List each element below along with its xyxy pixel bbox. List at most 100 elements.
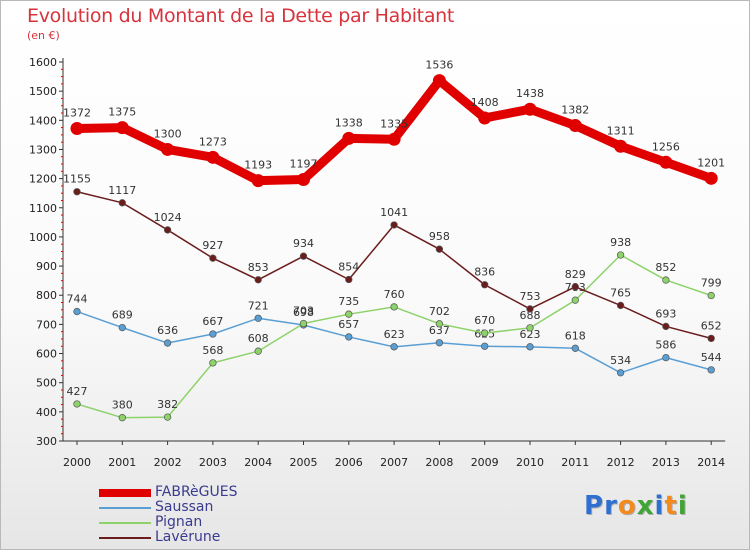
data-point — [568, 119, 582, 133]
logo-letter: o — [617, 491, 637, 521]
x-tick-label: 2000 — [63, 456, 91, 469]
data-point — [254, 347, 262, 355]
data-label: 1041 — [380, 206, 408, 219]
y-tick-label: 1000 — [29, 231, 57, 244]
y-tick-label: 700 — [36, 318, 57, 331]
x-tick-label: 2014 — [697, 456, 725, 469]
data-label: 927 — [202, 239, 223, 252]
logo-letter: x — [636, 491, 655, 521]
data-point — [662, 353, 670, 362]
y-tick-label: 1300 — [29, 143, 57, 156]
data-point — [73, 188, 81, 196]
data-label: 544 — [701, 351, 722, 364]
y-tick-label: 600 — [36, 348, 57, 361]
x-tick-label: 2006 — [335, 456, 363, 469]
x-tick-label: 2003 — [199, 456, 227, 469]
data-point — [614, 139, 628, 153]
legend-label: FABRèGUES — [155, 484, 238, 500]
logo-letter: r — [604, 491, 618, 521]
data-label: 568 — [202, 344, 223, 357]
y-tick-label: 400 — [36, 406, 57, 419]
x-tick-label: 2005 — [290, 456, 318, 469]
data-label: 688 — [520, 309, 541, 322]
data-point — [662, 322, 670, 331]
data-label: 1197 — [290, 157, 318, 170]
data-label: 608 — [248, 332, 269, 345]
data-label: 652 — [701, 319, 722, 332]
data-label: 637 — [429, 324, 450, 337]
data-point — [70, 121, 84, 135]
data-point — [163, 339, 172, 347]
legend-swatch — [99, 522, 151, 524]
y-tick-label: 1200 — [29, 173, 57, 186]
x-tick-label: 2004 — [244, 456, 272, 469]
data-label: 799 — [701, 277, 722, 290]
data-label: 636 — [157, 324, 178, 337]
data-label: 1201 — [697, 156, 725, 169]
data-label: 854 — [338, 260, 359, 273]
chart-title: Evolution du Montant de la Dette par Hab… — [27, 5, 455, 27]
data-label: 703 — [293, 305, 314, 318]
data-point — [118, 414, 126, 422]
data-label: 721 — [248, 299, 269, 312]
x-tick-label: 2009 — [471, 456, 499, 469]
data-label: 1117 — [108, 184, 136, 197]
data-label: 618 — [565, 329, 586, 342]
data-label: 1311 — [607, 124, 635, 137]
legend-swatch — [99, 507, 151, 509]
data-label: 1338 — [335, 116, 363, 129]
data-point — [616, 369, 625, 377]
data-point — [571, 283, 579, 291]
logo-letter: i — [654, 491, 665, 521]
data-point — [481, 342, 489, 350]
logo-letter: t — [664, 491, 678, 521]
data-label: 1300 — [154, 127, 182, 140]
legend-swatch — [99, 489, 151, 497]
data-point — [526, 324, 534, 332]
data-point — [390, 303, 398, 311]
x-tick-label: 2010 — [516, 456, 544, 469]
y-axis-unit: (en €) — [27, 29, 60, 42]
x-tick-label: 2002 — [154, 456, 182, 469]
data-label: 938 — [610, 236, 631, 249]
data-point — [299, 319, 308, 328]
data-label: 1536 — [425, 59, 453, 72]
data-label: 1273 — [199, 135, 227, 148]
data-label: 534 — [610, 354, 631, 367]
data-point — [254, 314, 262, 322]
legend-swatch — [99, 537, 151, 539]
data-label: 829 — [565, 268, 586, 281]
data-point — [523, 102, 537, 116]
data-label: 1155 — [63, 173, 91, 186]
x-tick-label: 2011 — [561, 456, 589, 469]
data-point — [345, 275, 353, 284]
data-point — [571, 344, 579, 352]
data-label: 1372 — [63, 106, 91, 119]
data-point — [659, 155, 673, 169]
data-label: 698 — [293, 306, 314, 319]
data-point — [707, 366, 715, 374]
x-tick-label: 2001 — [108, 456, 136, 469]
logo-letter: P — [584, 491, 605, 521]
data-label: 382 — [157, 398, 178, 411]
data-label: 1375 — [108, 106, 136, 119]
data-label: 735 — [338, 295, 359, 308]
data-point — [209, 254, 217, 262]
y-tick-label: 300 — [36, 435, 57, 448]
y-tick-label: 1500 — [29, 85, 57, 98]
data-point — [118, 323, 126, 332]
data-label: 1408 — [471, 96, 499, 109]
data-label: 380 — [112, 399, 133, 412]
data-point — [435, 245, 444, 253]
data-label: 657 — [338, 318, 359, 331]
data-label: 760 — [384, 288, 405, 301]
data-point — [161, 142, 175, 156]
data-label: 427 — [67, 385, 88, 398]
data-point — [616, 251, 625, 259]
data-point — [206, 150, 220, 164]
y-tick-label: 1400 — [29, 114, 57, 127]
data-point — [163, 226, 172, 234]
data-label: 934 — [293, 237, 314, 250]
